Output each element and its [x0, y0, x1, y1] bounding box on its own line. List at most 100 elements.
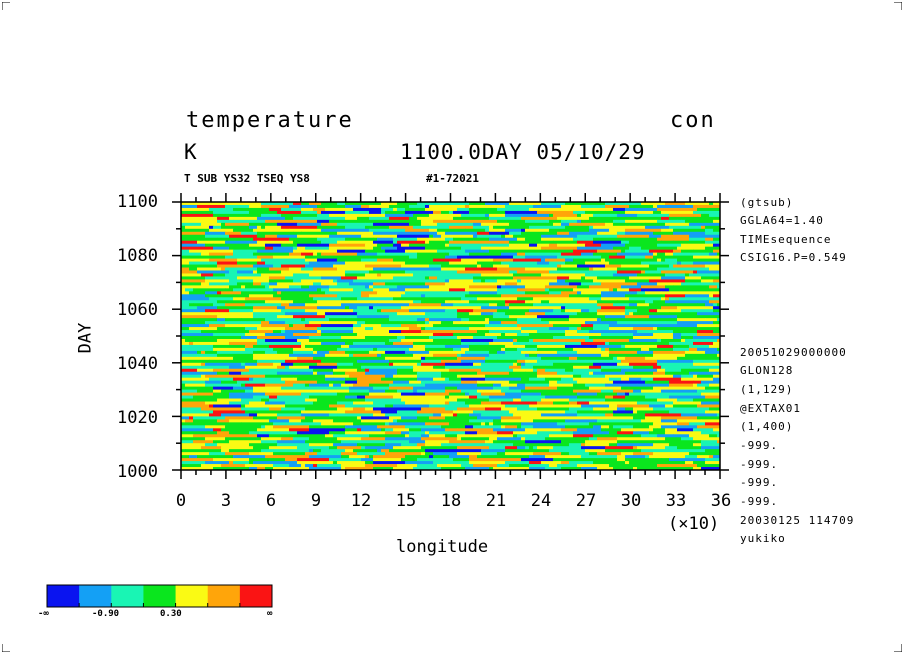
heatmap-cell — [197, 368, 214, 373]
heatmap-cell — [345, 425, 378, 429]
heatmap-cell — [189, 255, 226, 260]
heatmap-cell — [521, 416, 538, 420]
heatmap-cell — [285, 389, 322, 394]
heatmap-cell — [381, 324, 402, 328]
heatmap-cell — [293, 240, 322, 245]
heatmap-cell — [653, 386, 674, 391]
heatmap-cell — [369, 216, 390, 221]
heatmap-cell — [397, 336, 406, 340]
heatmap-cell — [217, 261, 238, 266]
heatmap-cell — [373, 407, 406, 411]
heatmap-cell — [613, 416, 634, 420]
heatmap-cell — [345, 306, 350, 310]
heatmap-cell — [497, 309, 530, 313]
heatmap-cell — [385, 431, 402, 435]
heatmap-cell — [693, 383, 698, 388]
heatmap-cell — [309, 428, 346, 432]
heatmap-cell — [457, 312, 470, 316]
heatmap-cell — [517, 270, 550, 274]
heatmap-cell — [625, 279, 650, 283]
heatmap-cell — [661, 216, 670, 221]
heatmap-cell — [425, 288, 450, 292]
heatmap-cell — [649, 234, 662, 239]
heatmap-cell — [217, 306, 254, 310]
heatmap-cell — [385, 213, 414, 218]
heatmap-cell — [621, 249, 626, 254]
heatmap-cell — [665, 222, 690, 227]
heatmap-cell — [369, 303, 378, 307]
heatmap-cell — [693, 365, 721, 370]
heatmap-cell — [253, 446, 270, 450]
heatmap-cell — [265, 225, 282, 230]
heatmap-cell — [577, 312, 598, 316]
heatmap-cell — [577, 356, 614, 361]
heatmap-cell — [473, 222, 482, 227]
heatmap-cell — [509, 270, 514, 274]
heatmap-cell — [253, 312, 286, 316]
heatmap-cell — [241, 371, 250, 376]
heatmap-cell — [521, 336, 554, 340]
heatmap-cell — [681, 377, 714, 382]
heatmap-cell — [621, 368, 658, 373]
heatmap-cell — [569, 443, 582, 447]
heatmap-cell — [537, 353, 570, 358]
heatmap-cell — [461, 347, 470, 352]
heatmap-cell — [357, 395, 366, 400]
heatmap-cell — [233, 252, 254, 257]
heatmap-cell — [445, 330, 478, 334]
heatmap-cell — [281, 368, 314, 373]
heatmap-cell — [221, 449, 230, 453]
heatmap-cell — [565, 264, 578, 269]
heatmap-cell — [425, 344, 446, 349]
heatmap-cell — [213, 333, 246, 337]
heatmap-cell — [561, 377, 574, 382]
heatmap-cell — [421, 219, 434, 224]
heatmap-cell — [345, 431, 350, 435]
heatmap-cell — [541, 237, 574, 242]
heatmap-cell — [601, 219, 614, 224]
heatmap-cell — [225, 416, 254, 420]
heatmap-cell — [181, 228, 210, 233]
heatmap-cell — [521, 330, 538, 334]
heatmap-cell — [709, 285, 718, 289]
heatmap-cell — [709, 407, 721, 411]
heatmap-cell — [201, 222, 222, 227]
heatmap-cell — [481, 222, 510, 227]
heatmap-cell — [461, 359, 486, 364]
heatmap-cell — [593, 362, 618, 367]
heatmap-cell — [557, 422, 590, 426]
heatmap-cell — [261, 258, 274, 263]
heatmap-cell — [413, 225, 450, 230]
heatmap-cell — [445, 407, 458, 411]
heatmap-cell — [341, 464, 366, 468]
side-info-line: TIMEsequence — [740, 233, 832, 246]
heatmap-cell — [269, 398, 306, 403]
heatmap-cell — [645, 222, 666, 227]
heatmap-cell — [273, 452, 306, 456]
heatmap-cell — [257, 327, 286, 331]
heatmap-cell — [657, 258, 662, 263]
heatmap-cell — [533, 338, 562, 343]
heatmap-cell — [597, 437, 618, 441]
heatmap-cell — [229, 449, 262, 453]
heatmap-cell — [565, 416, 594, 420]
heatmap-cell — [693, 362, 721, 367]
heatmap-cell — [181, 464, 202, 468]
heatmap-cell — [337, 222, 366, 227]
heatmap-cell — [205, 276, 238, 280]
heatmap-cell — [213, 243, 250, 248]
heatmap-cell — [365, 407, 374, 411]
heatmap-cell — [681, 413, 718, 417]
heatmap-cell — [181, 309, 206, 313]
heatmap-cell — [585, 273, 614, 277]
heatmap-cell — [669, 264, 674, 269]
heatmap-cell — [677, 202, 686, 206]
heatmap-cell — [281, 330, 286, 334]
heatmap-cell — [449, 252, 470, 257]
heatmap-cell — [197, 306, 218, 310]
heatmap-cell — [301, 419, 314, 423]
heatmap-cell — [201, 330, 230, 334]
heatmap-cell — [573, 237, 594, 242]
heatmap-cell — [301, 202, 310, 206]
heatmap-cell — [289, 464, 302, 468]
